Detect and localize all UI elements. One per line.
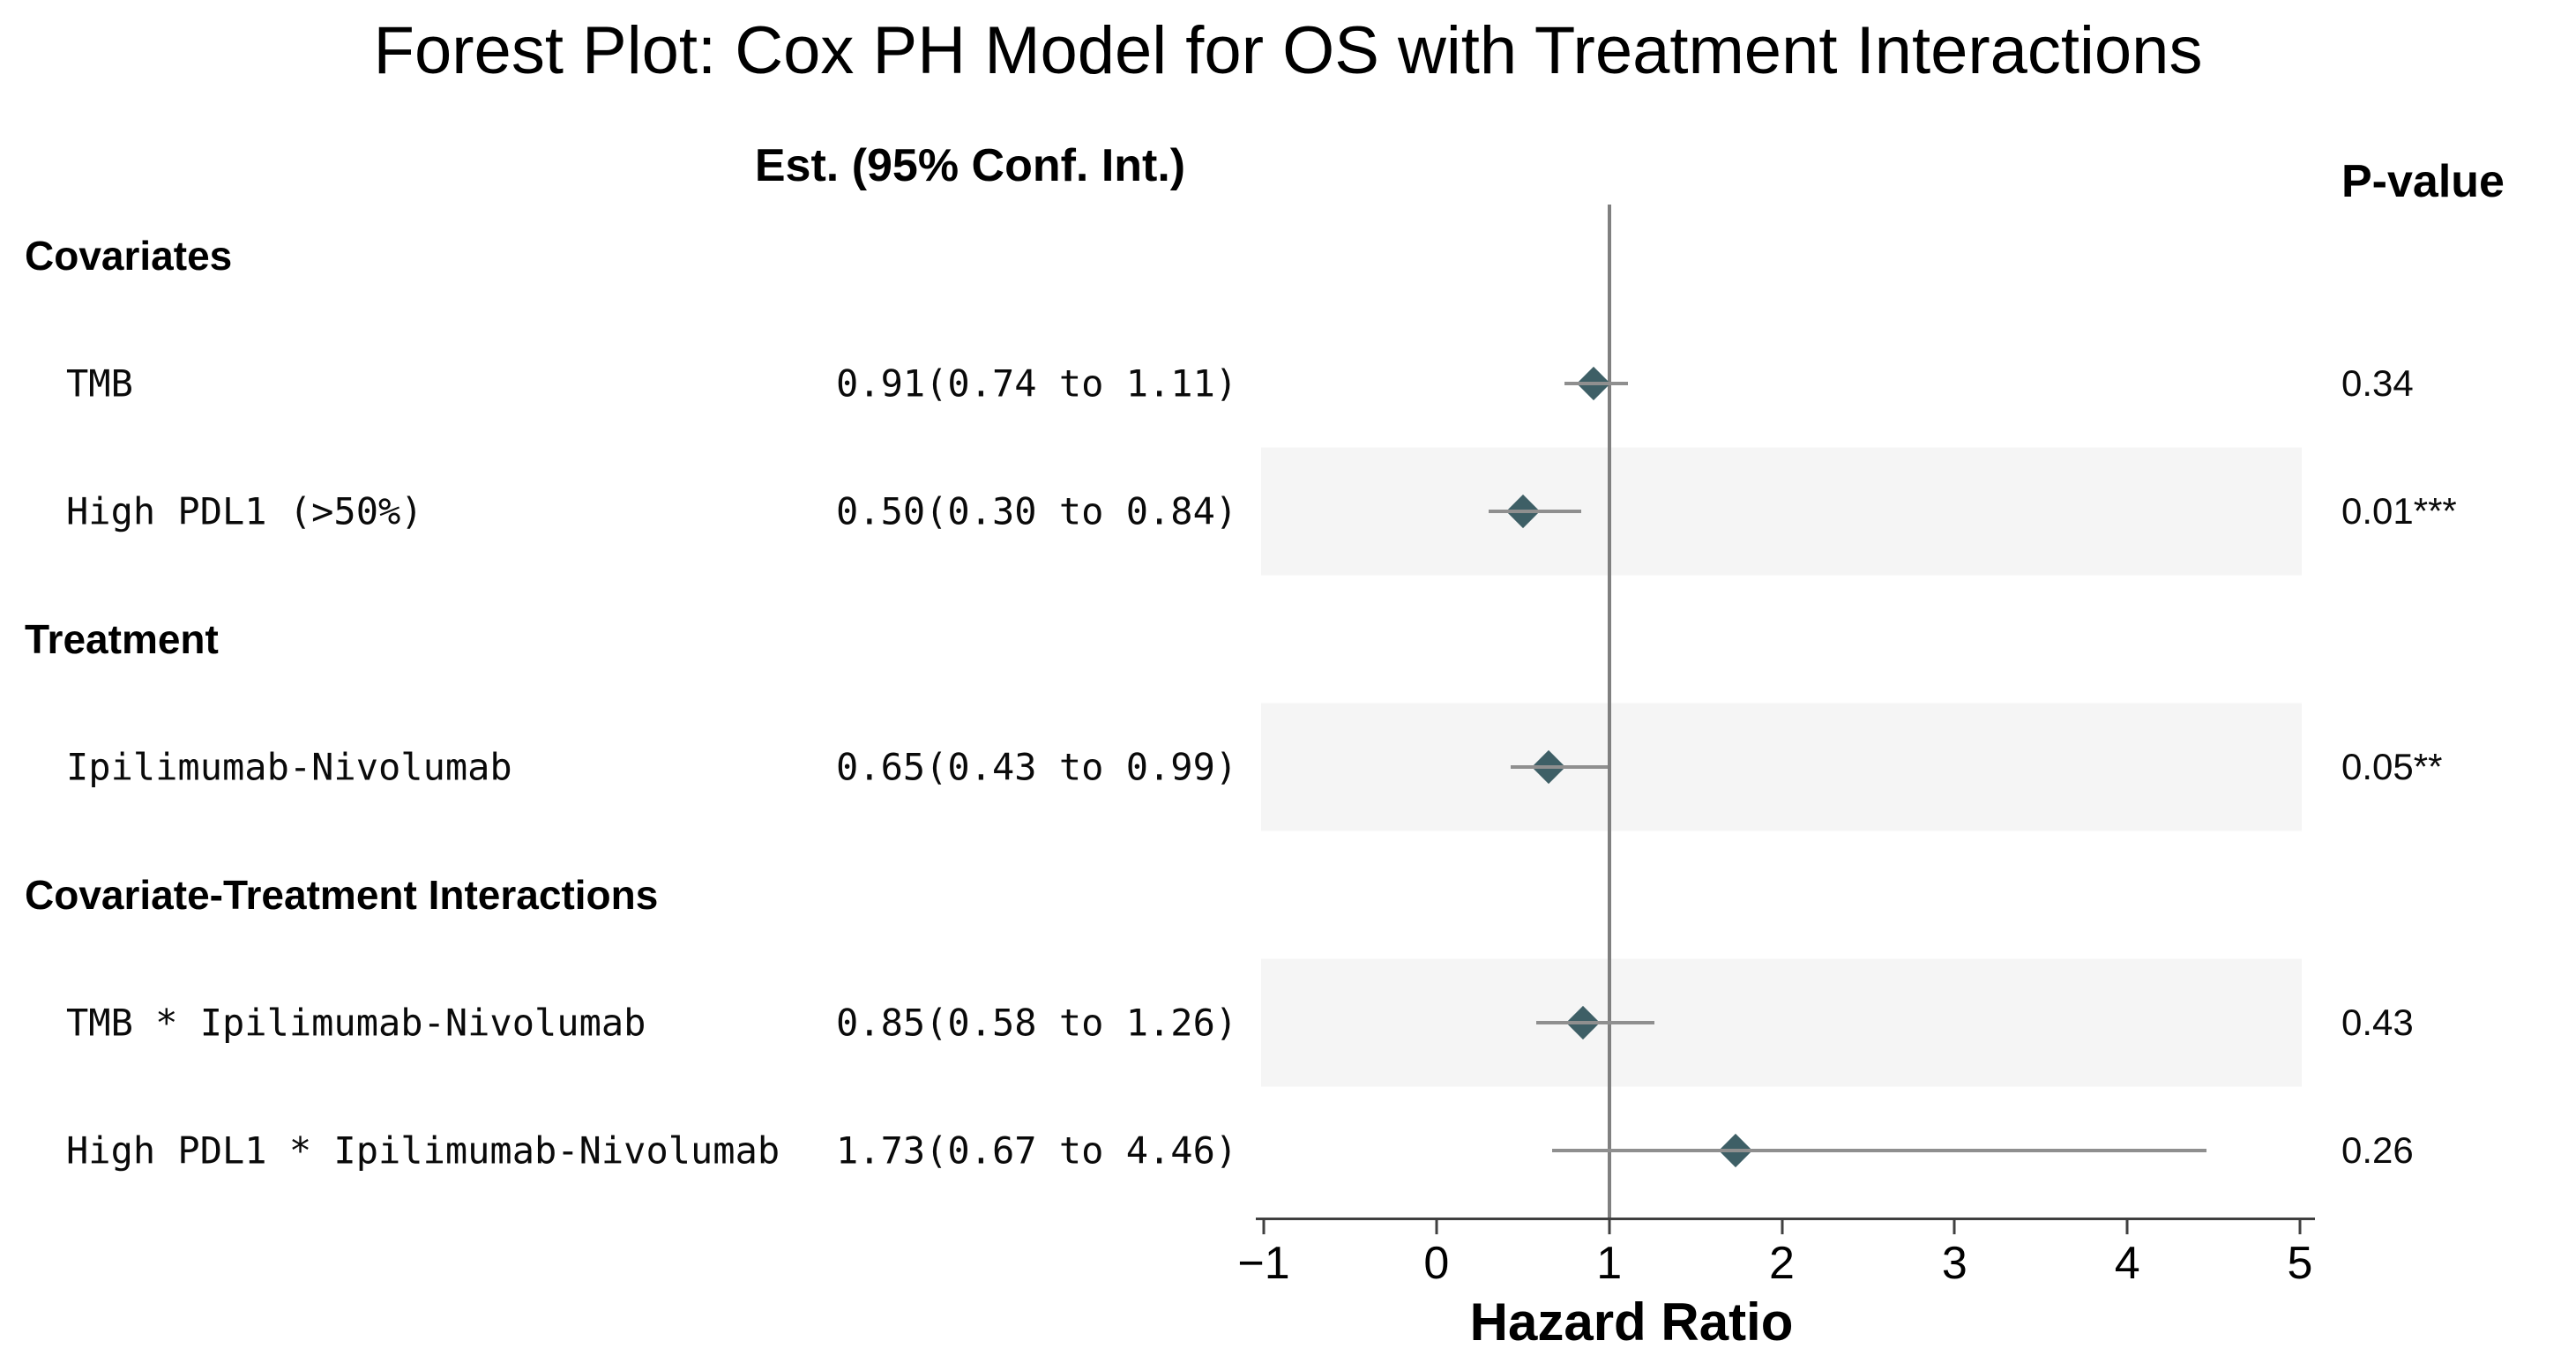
x-axis-tick bbox=[1953, 1220, 1956, 1234]
row-estimate: 0.85(0.58 to 1.26) bbox=[836, 1001, 1238, 1045]
section-header-label: Covariates bbox=[25, 233, 233, 279]
row-estimate: 0.65(0.43 to 0.99) bbox=[836, 745, 1238, 789]
row-pvalue: 0.34 bbox=[2341, 362, 2414, 404]
row-label: TMB * Ipilimumab-Nivolumab bbox=[66, 1001, 646, 1045]
x-axis-tick bbox=[1435, 1220, 1438, 1234]
x-axis-tick-label: 1 bbox=[1596, 1238, 1623, 1289]
x-axis-tick-label: −1 bbox=[1237, 1238, 1290, 1289]
confidence-interval-line bbox=[1536, 1021, 1654, 1024]
row-label: TMB bbox=[66, 361, 133, 406]
chart-title: Forest Plot: Cox PH Model for OS with Tr… bbox=[373, 13, 2203, 88]
x-axis-tick bbox=[2298, 1220, 2302, 1234]
confidence-interval-line bbox=[1488, 510, 1582, 513]
row-pvalue: 0.26 bbox=[2341, 1129, 2414, 1171]
row-band bbox=[1261, 447, 2302, 576]
row-label: Ipilimumab-Nivolumab bbox=[66, 745, 512, 789]
confidence-interval-line bbox=[1511, 765, 1608, 769]
row-estimate: 0.50(0.30 to 0.84) bbox=[836, 489, 1238, 533]
x-axis-title: Hazard Ratio bbox=[1469, 1292, 1794, 1352]
pvalue-column-header: P-value bbox=[2341, 156, 2505, 207]
x-axis-tick bbox=[2125, 1220, 2129, 1234]
estimate-column-header: Est. (95% Conf. Int.) bbox=[754, 140, 1186, 191]
row-band bbox=[1261, 703, 2302, 831]
confidence-interval-line bbox=[1564, 382, 1629, 385]
row-estimate: 0.91(0.74 to 1.11) bbox=[836, 361, 1238, 406]
row-pvalue: 0.43 bbox=[2341, 1002, 2414, 1043]
x-axis-tick bbox=[1608, 1220, 1611, 1234]
x-axis-tick-label: 3 bbox=[1941, 1238, 1967, 1289]
reference-line bbox=[1607, 205, 1611, 1218]
row-pvalue: 0.05** bbox=[2341, 746, 2443, 787]
section-header-label: Covariate-Treatment Interactions bbox=[25, 872, 659, 918]
row-band bbox=[1261, 958, 2302, 1087]
row-estimate: 1.73(0.67 to 4.46) bbox=[836, 1128, 1238, 1173]
x-axis-tick-label: 5 bbox=[2287, 1238, 2313, 1289]
row-label: High PDL1 (>50%) bbox=[66, 489, 423, 533]
row-label: High PDL1 * Ipilimumab-Nivolumab bbox=[66, 1128, 780, 1173]
x-axis-tick-label: 2 bbox=[1769, 1238, 1795, 1289]
x-axis-tick bbox=[1781, 1220, 1783, 1234]
x-axis-tick bbox=[1262, 1220, 1266, 1234]
confidence-interval-line bbox=[1552, 1149, 2207, 1152]
row-pvalue: 0.01*** bbox=[2341, 490, 2457, 532]
x-axis-tick-label: 4 bbox=[2114, 1238, 2140, 1289]
x-axis-tick-label: 0 bbox=[1423, 1238, 1450, 1289]
section-header-label: Treatment bbox=[25, 616, 219, 662]
x-axis-line bbox=[1256, 1218, 2315, 1220]
